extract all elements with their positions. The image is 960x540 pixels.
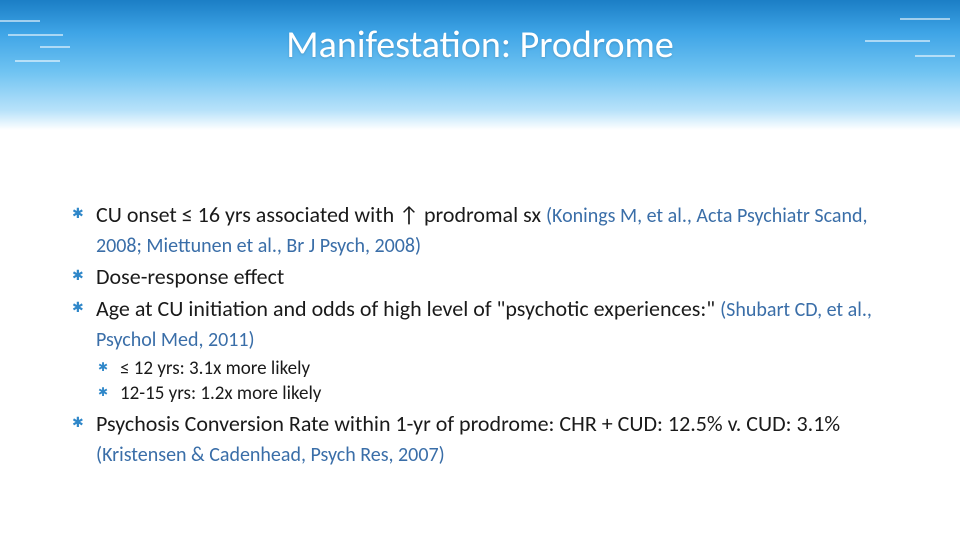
- bullet-text: Age at CU initiation and odds of high le…: [96, 295, 720, 322]
- sub-bullet-list: ≤ 12 yrs: 3.1x more likely 12-15 yrs: 1.…: [96, 356, 890, 407]
- slide-header: Manifestation: Prodrome: [0, 0, 960, 130]
- bullet-list: CU onset ≤ 16 yrs associated with ↑ prod…: [70, 200, 890, 469]
- bullet-item: Age at CU initiation and odds of high le…: [70, 294, 890, 407]
- sub-bullet-item: 12-15 yrs: 1.2x more likely: [96, 381, 890, 407]
- bullet-item: CU onset ≤ 16 yrs associated with ↑ prod…: [70, 200, 890, 260]
- citation: (Kristensen & Cadenhead, Psych Res, 2007…: [96, 443, 445, 467]
- bullet-item: Dose-response effect: [70, 262, 890, 292]
- slide-body: CU onset ≤ 16 yrs associated with ↑ prod…: [0, 130, 960, 469]
- bullet-text: Psychosis Conversion Rate within 1-yr of…: [96, 410, 840, 437]
- sub-bullet-item: ≤ 12 yrs: 3.1x more likely: [96, 356, 890, 382]
- bullet-text: CU onset ≤ 16 yrs associated with ↑ prod…: [96, 201, 546, 228]
- slide-title: Manifestation: Prodrome: [286, 22, 674, 68]
- bullet-text: Dose-response effect: [96, 263, 284, 290]
- bullet-item: Psychosis Conversion Rate within 1-yr of…: [70, 409, 890, 469]
